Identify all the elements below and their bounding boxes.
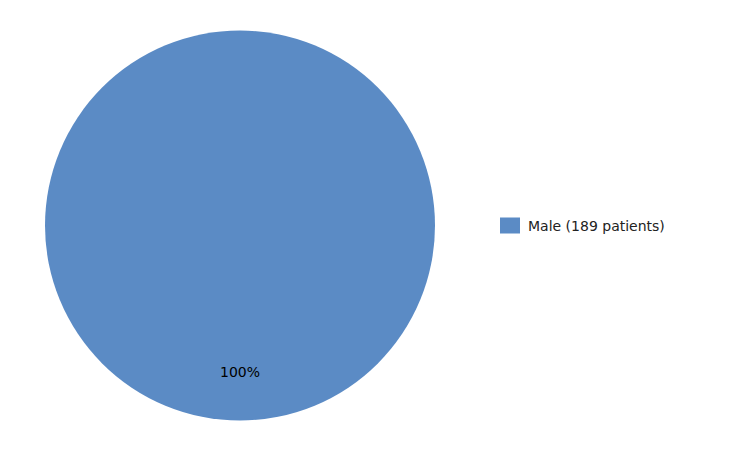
- legend-label: Male (189 patients): [528, 218, 665, 234]
- legend-swatch: [500, 218, 520, 234]
- slices: [45, 31, 435, 421]
- chart-container: 100% Male (189 patients): [0, 0, 752, 451]
- data-labels: 100%: [220, 364, 260, 380]
- legend: Male (189 patients): [500, 218, 665, 234]
- pie-slice: [45, 31, 435, 421]
- chart: 100% Male (189 patients): [0, 0, 752, 451]
- data-label: 100%: [220, 364, 260, 380]
